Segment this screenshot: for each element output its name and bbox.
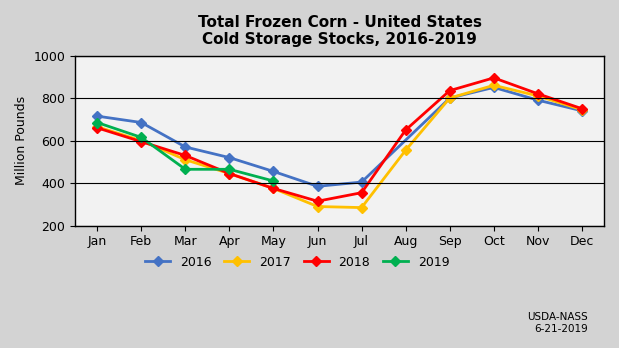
2017 — [137, 139, 145, 143]
2018 — [137, 140, 145, 144]
2019 — [93, 120, 101, 125]
2016 — [93, 114, 101, 118]
2016 — [314, 184, 321, 188]
2017 — [93, 125, 101, 129]
2016 — [137, 120, 145, 125]
2016 — [358, 180, 365, 184]
2018 — [226, 172, 233, 176]
2018 — [181, 153, 189, 158]
2017 — [402, 148, 409, 152]
2017 — [314, 204, 321, 208]
2018 — [578, 106, 586, 111]
2018 — [534, 92, 542, 96]
Line: 2019: 2019 — [93, 119, 277, 184]
2019 — [181, 167, 189, 171]
Line: 2017: 2017 — [93, 82, 586, 211]
Legend: 2016, 2017, 2018, 2019: 2016, 2017, 2018, 2019 — [140, 251, 454, 274]
2017 — [226, 172, 233, 176]
2018 — [402, 128, 409, 132]
Y-axis label: Million Pounds: Million Pounds — [15, 96, 28, 185]
2017 — [446, 96, 454, 100]
2016 — [534, 98, 542, 102]
2018 — [358, 191, 365, 195]
2017 — [181, 158, 189, 162]
2019 — [270, 179, 277, 183]
2016 — [181, 145, 189, 149]
2016 — [578, 109, 586, 113]
2019 — [137, 135, 145, 140]
2018 — [270, 187, 277, 191]
Title: Total Frozen Corn - United States
Cold Storage Stocks, 2016-2019: Total Frozen Corn - United States Cold S… — [197, 15, 482, 47]
2016 — [270, 169, 277, 174]
2018 — [314, 199, 321, 203]
2016 — [226, 156, 233, 160]
Line: 2016: 2016 — [93, 84, 586, 190]
2016 — [446, 96, 454, 100]
2018 — [446, 88, 454, 93]
2017 — [358, 206, 365, 210]
2017 — [578, 108, 586, 112]
Text: USDA-NASS
6-21-2019: USDA-NASS 6-21-2019 — [527, 313, 588, 334]
2018 — [93, 126, 101, 130]
2017 — [534, 94, 542, 98]
2017 — [270, 187, 277, 191]
2018 — [490, 76, 498, 80]
2019 — [226, 167, 233, 171]
Line: 2018: 2018 — [93, 74, 586, 205]
2017 — [490, 83, 498, 87]
2016 — [490, 85, 498, 89]
